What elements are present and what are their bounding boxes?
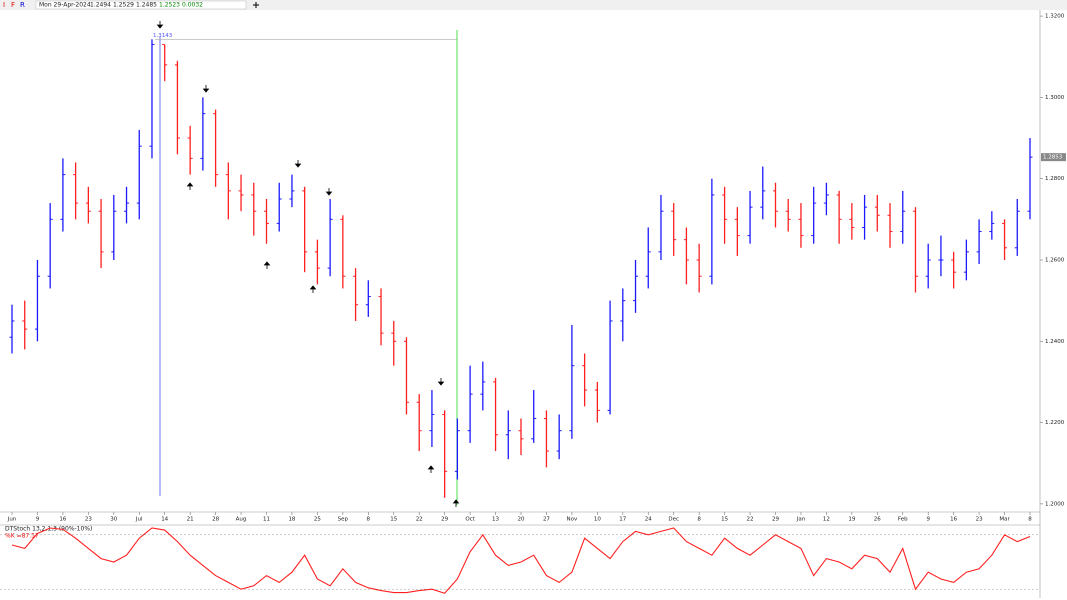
x-tick-label: Oct <box>465 517 475 523</box>
x-tick-label: 13 <box>492 517 499 523</box>
y-tick-label: 1.3200 <box>1045 14 1065 20</box>
x-tick-label: Jun <box>7 517 17 523</box>
toolbar <box>0 0 1067 10</box>
x-tick-label: 8 <box>367 517 371 523</box>
arrow-down <box>202 85 210 93</box>
x-tick-label: 19 <box>848 517 855 523</box>
x-tick-label: 26 <box>874 517 881 523</box>
icon[interactable]: F <box>11 1 15 9</box>
x-tick-label: 15 <box>390 517 397 523</box>
arrow-down <box>294 160 302 168</box>
x-tick-label: 9 <box>36 517 40 523</box>
toolbar-high: 1.2529 <box>113 2 134 9</box>
x-tick-label: 14 <box>161 517 168 523</box>
arrow-up <box>186 182 194 190</box>
x-tick-label: 22 <box>416 517 423 523</box>
x-tick-label: 11 <box>263 517 270 523</box>
x-tick-label: 23 <box>85 517 92 523</box>
x-tick-label: 9 <box>926 517 930 523</box>
x-tick-label: Jul <box>135 517 143 523</box>
x-tick-label: 10 <box>594 517 601 523</box>
y-tick-label: 1.2600 <box>1045 257 1065 263</box>
x-tick-label: 20 <box>518 517 525 523</box>
x-tick-label: 22 <box>747 517 754 523</box>
y-tick-label: 1.2400 <box>1045 339 1065 345</box>
x-tick-label: Sep <box>338 517 349 523</box>
toolbar-change: 0.0032 <box>182 2 203 9</box>
y-tick-label: 1.3000 <box>1045 95 1065 101</box>
y-tick-label: 1.2200 <box>1045 420 1065 426</box>
x-tick-label: Aug <box>236 517 247 523</box>
arrow-up <box>263 261 271 269</box>
x-tick-label: Nov <box>567 517 578 523</box>
x-tick-label: 29 <box>772 517 779 523</box>
arrow-up <box>309 285 317 293</box>
x-tick-label: 21 <box>187 517 194 523</box>
arrow-down <box>156 21 164 29</box>
x-tick-label: 28 <box>212 517 219 523</box>
level-label: 1.3143 <box>153 33 173 39</box>
toolbar-open: 1.2494 <box>90 2 111 9</box>
stoch-line <box>11 527 1031 594</box>
x-tick-label: 15 <box>721 517 728 523</box>
x-tick-label: 18 <box>288 517 295 523</box>
x-tick-label: 29 <box>441 517 448 523</box>
x-tick-label: Feb <box>898 517 908 523</box>
price-label-box <box>1041 153 1066 162</box>
x-tick-label: 16 <box>59 517 66 523</box>
icon[interactable]: R <box>20 1 25 9</box>
x-tick-label: 23 <box>976 517 983 523</box>
x-tick-label: 27 <box>543 517 550 523</box>
arrow-up <box>452 499 460 507</box>
y-tick-label: 1.2800 <box>1045 176 1065 182</box>
x-tick-label: 16 <box>950 517 957 523</box>
toolbar-date: Mon 29-Apr-2024 <box>39 2 91 9</box>
x-tick-label: 8 <box>697 517 701 523</box>
crosshair-icon[interactable] <box>253 2 259 8</box>
arrow-down <box>437 378 445 386</box>
toolbar-low: 1.2485 <box>136 2 157 9</box>
y-tick-label: 1.2000 <box>1045 501 1065 507</box>
x-tick-label: 24 <box>645 517 652 523</box>
fractal-arrows <box>156 21 460 507</box>
indicator-label: %K =87.57 <box>5 533 39 540</box>
toolbar-close: 1.2523 <box>159 2 180 9</box>
icon[interactable]: I <box>3 1 5 9</box>
x-tick-label: Mar <box>999 517 1010 523</box>
x-tick-label: Dec <box>668 517 679 523</box>
x-tick-label: Jan <box>796 517 806 523</box>
x-tick-label: 17 <box>619 517 626 523</box>
arrow-up <box>427 465 435 473</box>
x-tick-label: 25 <box>314 517 321 523</box>
ohlc-box <box>35 0 247 10</box>
x-tick-label: 30 <box>110 517 117 523</box>
x-tick-label: 12 <box>823 517 830 523</box>
price-label: 1.2853 <box>1043 155 1063 161</box>
x-tick-label: 8 <box>1028 517 1032 523</box>
arrow-down <box>325 188 333 196</box>
